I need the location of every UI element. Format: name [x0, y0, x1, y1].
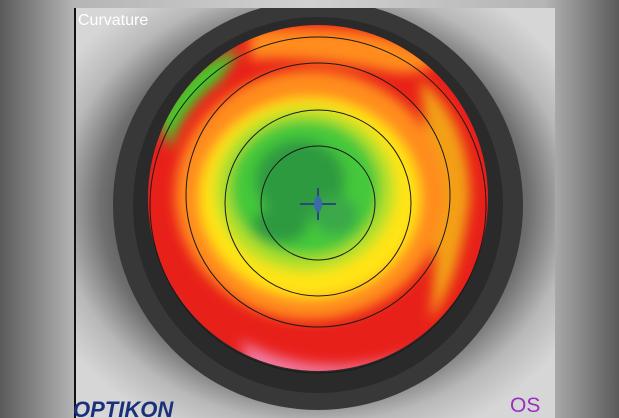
zone-darkgreen-2: [252, 207, 308, 243]
ring: [185, 62, 451, 328]
center-cross: [300, 188, 336, 220]
ring: [149, 36, 487, 374]
zone-orange-right: [420, 80, 470, 320]
map-title: Curvature: [78, 12, 148, 29]
zone-green-edge: [160, 50, 240, 150]
ring: [260, 145, 376, 261]
eye-label: OS: [510, 394, 540, 417]
ring: [224, 109, 412, 297]
logo: OPTIKON: [73, 397, 174, 418]
reference-rings: [149, 36, 487, 374]
cross-center: [314, 196, 322, 212]
